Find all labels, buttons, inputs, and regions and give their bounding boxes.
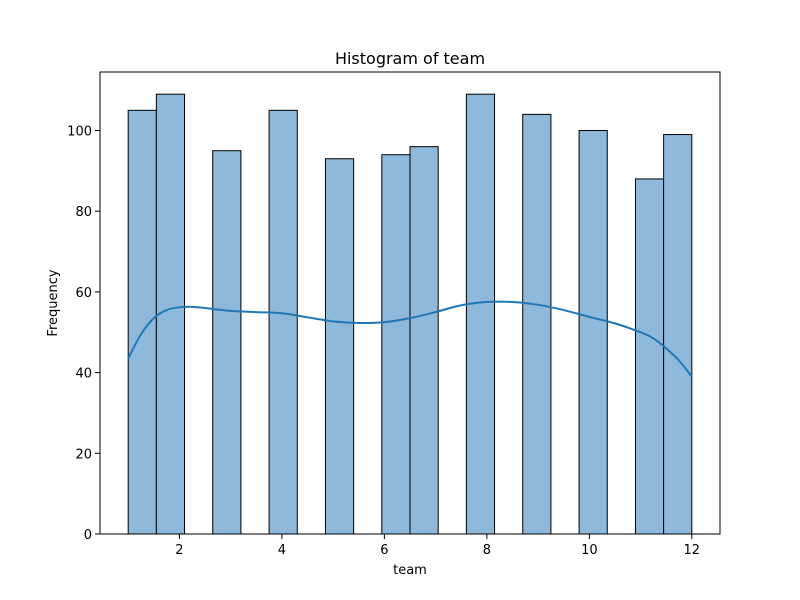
x-axis-label: team xyxy=(393,563,427,578)
bars-group xyxy=(127,93,693,535)
histogram-bar xyxy=(578,130,608,535)
y-axis: 0 20 40 60 80 100 xyxy=(67,125,100,543)
histogram-bar xyxy=(663,134,693,535)
histogram-bar xyxy=(127,109,157,535)
x-tick-label: 8 xyxy=(483,543,491,558)
plot-frame xyxy=(99,71,721,535)
y-tick-label: 60 xyxy=(75,286,92,301)
kde-line xyxy=(127,300,693,378)
histogram-bar xyxy=(465,93,496,535)
y-tick-label: 40 xyxy=(75,367,92,382)
chart-title: Histogram of team xyxy=(335,49,485,68)
x-tick-label: 4 xyxy=(278,543,286,558)
histogram-bar xyxy=(522,113,552,535)
y-tick-label: 20 xyxy=(75,447,92,462)
x-tick-label: 6 xyxy=(380,543,388,558)
histogram-bar xyxy=(324,158,355,535)
x-axis: 2 4 6 8 10 12 xyxy=(175,534,700,558)
x-tick-label: 10 xyxy=(581,543,598,558)
histogram-bar xyxy=(212,150,242,535)
y-tick-label: 100 xyxy=(67,125,92,140)
y-tick-label: 80 xyxy=(75,205,92,220)
y-axis-label: Frequency xyxy=(46,269,61,336)
histogram-bar xyxy=(155,93,186,535)
histogram-bar xyxy=(409,146,439,535)
x-tick-label: 12 xyxy=(684,543,701,558)
x-tick-label: 2 xyxy=(175,543,183,558)
histogram-bar xyxy=(268,109,298,535)
histogram-bar xyxy=(634,178,665,535)
y-tick-label: 0 xyxy=(84,528,92,543)
histogram-bar xyxy=(381,154,411,535)
